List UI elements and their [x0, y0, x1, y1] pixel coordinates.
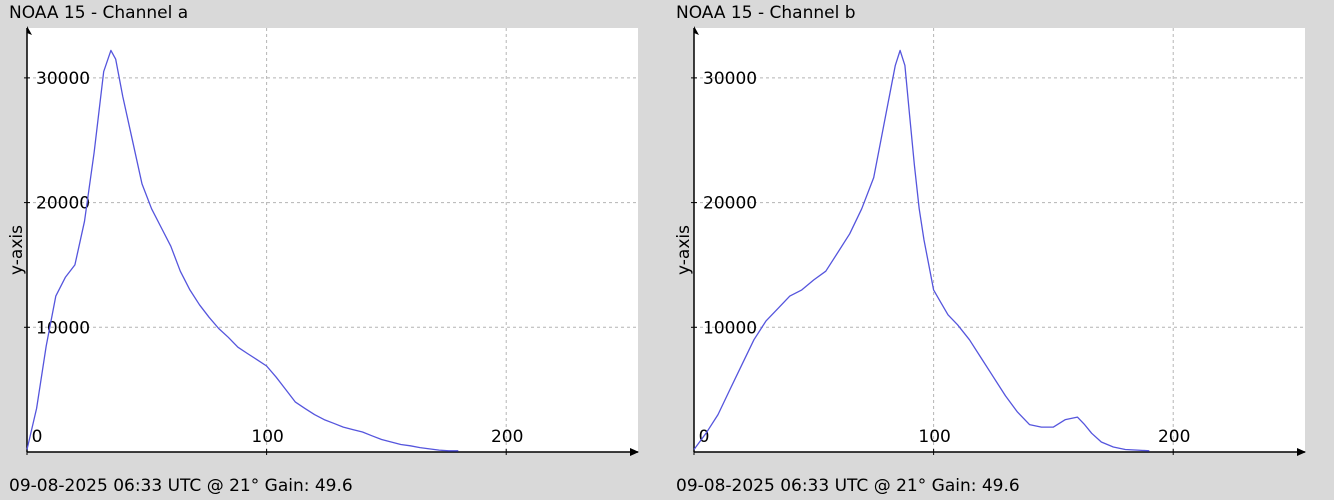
y-tick-label: 20000: [703, 194, 757, 214]
series-line: [693, 49, 1150, 452]
x-tick-label: 100: [918, 427, 950, 447]
series-line: [26, 49, 459, 452]
y-tick-label: 30000: [36, 69, 90, 89]
y-tick-label: 10000: [703, 318, 757, 338]
plot-area: [694, 28, 1305, 452]
chart-title: NOAA 15 - Channel b: [676, 3, 856, 23]
chart-plot-a: 0 100 200 10000 20000 30000 y-axis: [7, 26, 639, 456]
chart-footer: 09-08-2025 06:33 UTC @ 21° Gain: 49.6: [9, 476, 353, 496]
y-tick-label: 20000: [36, 194, 90, 214]
y-axis-arrow: [27, 26, 32, 35]
y-axis-arrow: [694, 26, 699, 35]
x-tick-label: 200: [1158, 427, 1190, 447]
y-axis-label: y-axis: [674, 225, 694, 275]
x-axis-arrow: [630, 448, 639, 456]
plot-area: [27, 28, 638, 452]
chart-title: NOAA 15 - Channel a: [9, 3, 189, 23]
chart-panel-a: NOAA 15 - Channel a 0 100 200 10000 20000 300…: [0, 0, 660, 500]
y-tick-label: 30000: [703, 69, 757, 89]
x-tick-label: 200: [491, 427, 523, 447]
x-tick-label: 100: [251, 427, 283, 447]
x-axis-arrow: [1297, 448, 1306, 456]
chart-footer: 09-08-2025 06:33 UTC @ 21° Gain: 49.6: [676, 476, 1020, 496]
y-axis-label: y-axis: [7, 225, 27, 275]
chart-panel-b: NOAA 15 - Channel b 0 100 200 10000 20000 300…: [667, 0, 1327, 500]
x-tick-label: 0: [32, 427, 43, 447]
y-tick-label: 10000: [36, 318, 90, 338]
